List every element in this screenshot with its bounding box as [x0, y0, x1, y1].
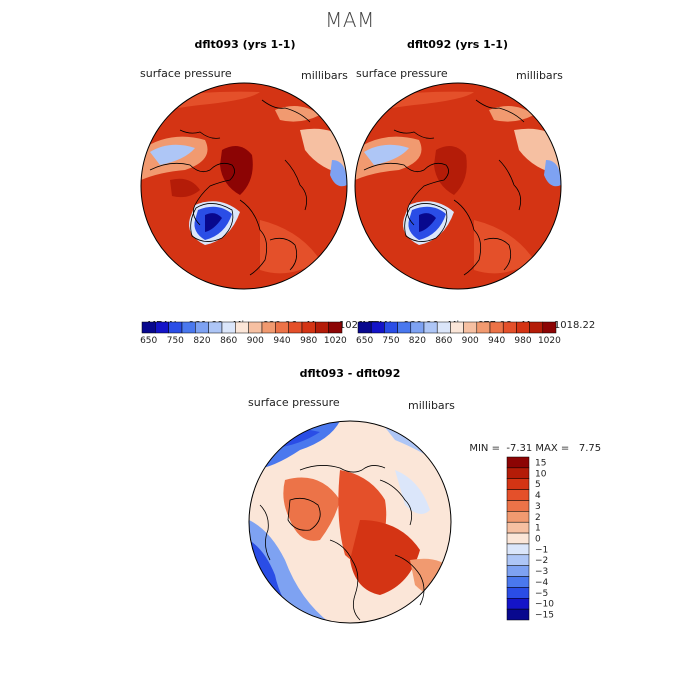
- colorbar-1-swatch: [315, 321, 329, 334]
- colorbar-diff-swatch: [506, 576, 530, 588]
- colorbar-1-swatch: [288, 321, 303, 334]
- colorbar-2-swatch: [450, 321, 464, 334]
- colorbar-1-swatch: [221, 321, 236, 334]
- colorbar-2-tick-label: 980: [514, 336, 531, 346]
- colorbar-1-tick-label: 750: [167, 336, 184, 346]
- colorbar-2-tick-label: 650: [356, 336, 373, 346]
- season-title: MAM: [325, 8, 375, 32]
- colorbar-diff-tick-label: 1: [535, 524, 541, 534]
- colorbar-1-tick-label: 860: [220, 336, 237, 346]
- colorbar-diff-swatch: [506, 532, 530, 545]
- colorbar-diff-tick-label: 2: [535, 513, 541, 523]
- colorbar-diff-swatch: [506, 543, 530, 556]
- colorbar-1-tick-label: 1020: [324, 336, 347, 346]
- diff-minmax: MIN = -7.31 MAX = 7.75: [463, 432, 601, 454]
- colorbar-diff-swatch: [506, 478, 530, 490]
- colorbar-diff-swatch: [506, 521, 530, 534]
- map-1: [140, 82, 348, 290]
- colorbar-1-swatch: [168, 321, 183, 334]
- colorbar-2-tick-label: 750: [382, 336, 399, 346]
- colorbar-1-swatch: [248, 321, 263, 334]
- colorbar-diff-tick-label: 5: [535, 480, 541, 490]
- panel-2-title: dflt092 (yrs 1-1): [407, 38, 508, 51]
- diff-min-label: MIN =: [469, 443, 500, 454]
- colorbar-diff-swatch: [506, 608, 530, 621]
- colorbar-2-swatch: [502, 321, 517, 334]
- map-diff: [248, 420, 452, 624]
- colorbar-2-swatch: [397, 321, 412, 334]
- colorbar-1-tick-label: 820: [193, 336, 210, 346]
- colorbar-diff-swatch: [506, 554, 530, 566]
- colorbar-2-swatch: [423, 321, 438, 334]
- colorbar-1-tick-label: 940: [273, 336, 290, 346]
- colorbar-2-swatch: [489, 321, 504, 334]
- colorbar-1-swatch: [181, 321, 196, 334]
- colorbar-2-swatch: [542, 321, 557, 334]
- colorbar-2-swatch: [436, 321, 451, 334]
- panel-2-variable-label: surface pressure: [356, 67, 448, 80]
- panel-1-units-label: millibars: [301, 69, 348, 82]
- colorbar-1-tick-label: 980: [300, 336, 317, 346]
- diff-panel-units-label: millibars: [408, 399, 455, 412]
- colorbar-diff-tick-label: −10: [535, 600, 554, 610]
- panel-1-title: dflt093 (yrs 1-1): [194, 38, 296, 51]
- colorbar-diff-tick-label: 4: [535, 491, 541, 501]
- colorbar-2-swatch: [529, 321, 544, 334]
- panel-2-units-label: millibars: [516, 69, 563, 82]
- colorbar-diff-tick-label: −3: [535, 567, 548, 577]
- colorbar-2-swatch: [384, 321, 398, 334]
- colorbar-diff-swatch: [506, 489, 530, 501]
- colorbar-2: 650 750 820 860 900 940 980 1020: [356, 321, 561, 346]
- colorbar-2-tick-label: 900: [462, 336, 479, 346]
- colorbar-1-tick-label: 900: [247, 336, 264, 346]
- colorbar-1-swatch: [235, 321, 249, 334]
- colorbar-2-swatch: [357, 321, 372, 334]
- colorbar-diff-tick-label: −2: [535, 556, 548, 566]
- colorbar-1-swatch: [141, 321, 156, 334]
- diff-panel-title: dflt093 - dflt092: [299, 367, 401, 380]
- diff-min-value: -7.31: [506, 443, 533, 454]
- panel-1-variable-label: surface pressure: [140, 67, 232, 80]
- colorbar-2-tick-label: 860: [435, 336, 452, 346]
- panel-2-max-value: 1018.22: [553, 320, 596, 331]
- diff-panel-variable-label: surface pressure: [248, 396, 340, 409]
- colorbar-1-swatch: [195, 321, 209, 334]
- colorbar-2-swatch: [516, 321, 530, 334]
- colorbar-1-swatch: [275, 321, 289, 334]
- colorbar-diff-tick-label: 0: [535, 535, 541, 545]
- colorbar-diff-tick-label: −15: [535, 611, 554, 621]
- colorbar-diff-tick-label: −5: [535, 589, 548, 599]
- colorbar-diff-swatch: [506, 565, 530, 577]
- map-2: [354, 82, 562, 290]
- colorbar-1-swatch: [261, 321, 276, 334]
- colorbar-diff-swatch: [506, 467, 530, 479]
- colorbar-1-swatch: [208, 321, 223, 334]
- colorbar-2-swatch: [370, 321, 385, 334]
- colorbar-diff-swatch: [506, 587, 530, 599]
- colorbar-1-swatch: [328, 321, 343, 334]
- colorbar-2-tick-label: 1020: [538, 336, 561, 346]
- colorbar-diff-tick-label: 15: [535, 458, 546, 468]
- colorbar-diff-swatch: [506, 500, 530, 512]
- colorbar-1-swatch: [301, 321, 316, 334]
- colorbar-diff-swatch: [506, 598, 530, 610]
- colorbar-2-swatch: [410, 321, 425, 334]
- diff-max-label: MAX =: [535, 443, 570, 454]
- colorbar-2-tick-label: 820: [409, 336, 426, 346]
- colorbar-2-tick-label: 940: [488, 336, 505, 346]
- colorbar-diff-tick-label: 3: [535, 502, 541, 512]
- colorbar-diff-swatch: [506, 511, 530, 523]
- colorbar-diff-tick-label: −1: [535, 545, 548, 555]
- colorbar-1-swatch: [155, 321, 169, 334]
- colorbar-2-swatch: [463, 321, 478, 334]
- colorbar-diff-swatch: [506, 456, 530, 469]
- colorbar-1-tick-label: 650: [140, 336, 157, 346]
- colorbar-1: 650 750 820 860 900 940 980 1020: [140, 321, 347, 346]
- diff-max-value: 7.75: [578, 443, 602, 454]
- colorbar-diff-tick-label: −4: [535, 578, 549, 588]
- colorbar-diff-tick-label: 10: [535, 469, 547, 479]
- colorbar-2-swatch: [476, 321, 491, 334]
